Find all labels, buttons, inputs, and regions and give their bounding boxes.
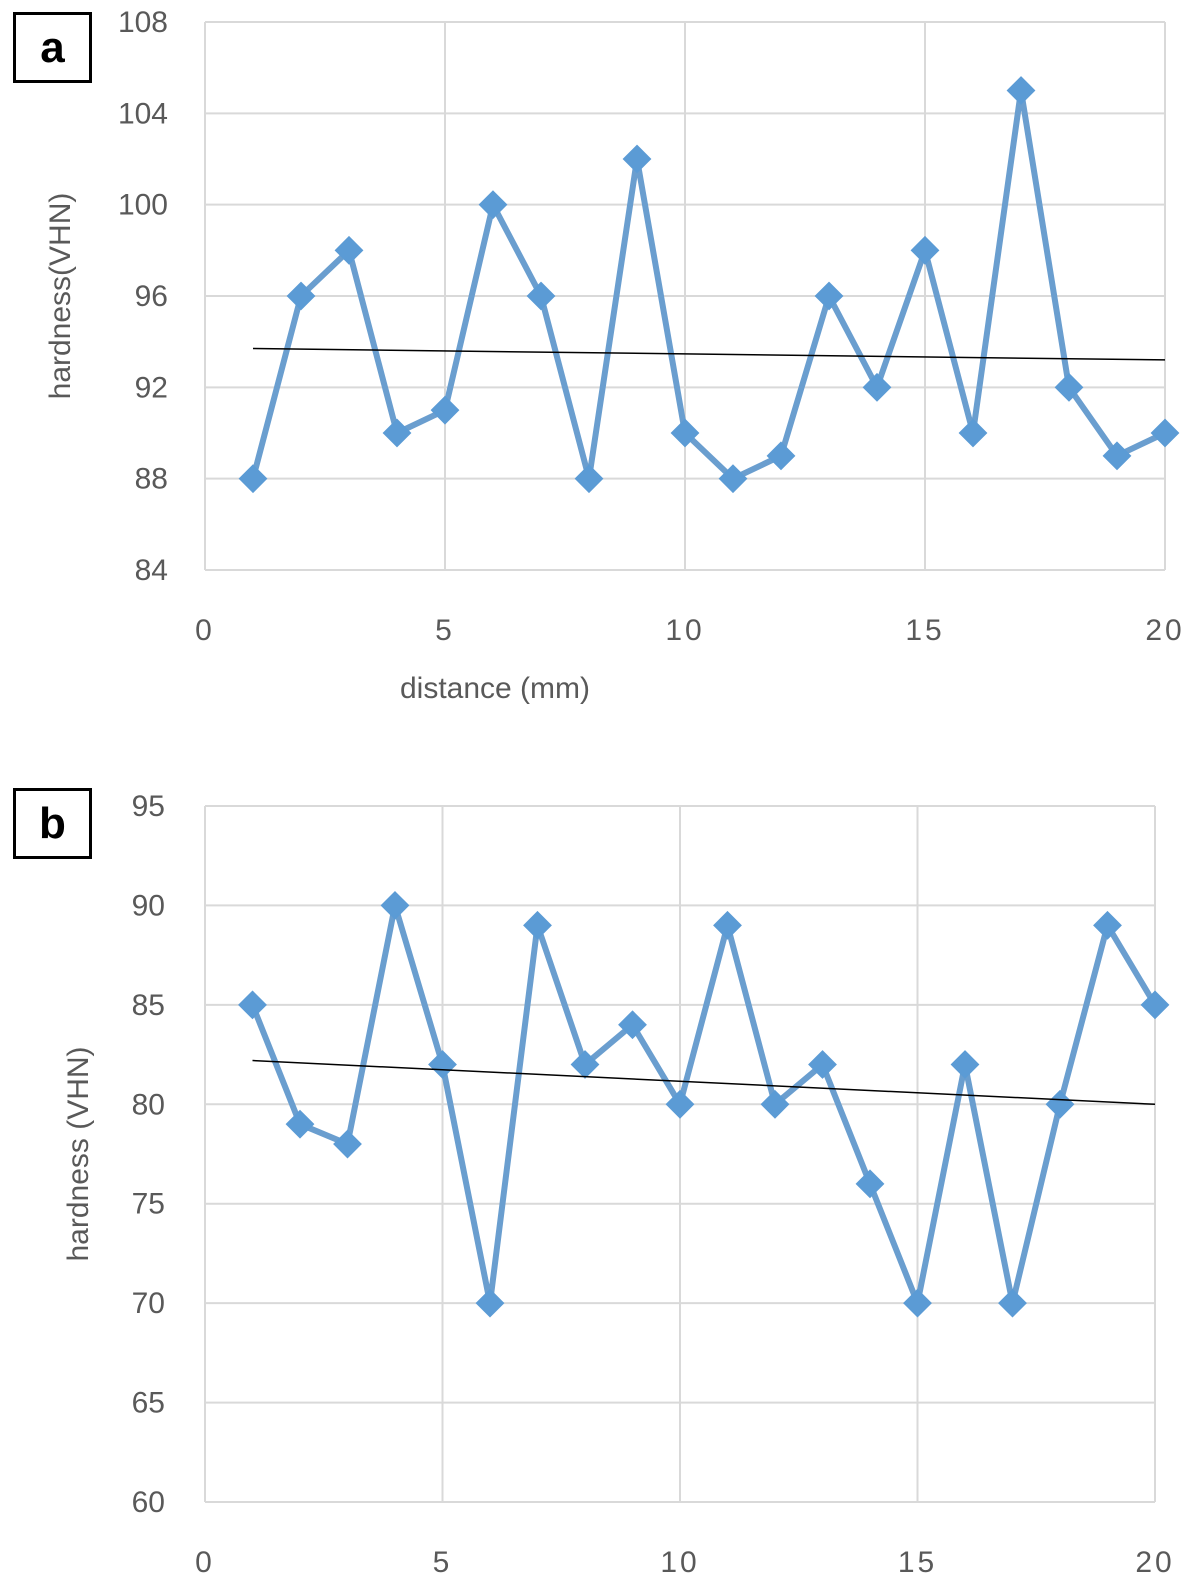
y-tick-label: 90 — [132, 889, 165, 922]
series-line — [250, 87, 1167, 482]
data-point-marker — [526, 281, 556, 311]
trendline — [252, 347, 1166, 361]
data-point-marker — [333, 1129, 362, 1159]
data-point-marker — [618, 1010, 647, 1040]
data-point-marker — [380, 891, 410, 920]
data-point-marker — [478, 190, 508, 220]
chart-b-svg: 606570758085909505101520distance (mm)har… — [62, 790, 1174, 1579]
data-point-marker — [665, 1089, 695, 1119]
trendline — [252, 1059, 1156, 1106]
x-tick-label: 20 — [1145, 614, 1184, 647]
x-tick-label: 20 — [1135, 1546, 1174, 1579]
y-tick-label: 85 — [132, 989, 165, 1022]
data-point-marker — [713, 910, 742, 940]
data-point-marker — [238, 990, 267, 1020]
y-tick-label: 104 — [118, 97, 168, 130]
data-point-marker — [998, 1288, 1027, 1318]
y-tick-label: 80 — [132, 1088, 165, 1121]
x-axis-title: distance (mm) — [400, 672, 590, 705]
data-point-marker — [1045, 1089, 1075, 1119]
data-point-marker — [574, 464, 604, 494]
y-tick-label: 84 — [135, 554, 168, 587]
x-tick-label: 0 — [195, 1546, 215, 1579]
data-point-marker — [814, 281, 844, 311]
y-tick-label: 100 — [118, 189, 168, 222]
y-tick-label: 88 — [135, 463, 168, 496]
y-tick-label: 75 — [132, 1188, 165, 1221]
data-point-marker — [1102, 441, 1132, 471]
data-point-marker — [430, 395, 460, 425]
data-point-marker — [910, 235, 940, 265]
y-axis-title: hardness(VHN) — [44, 193, 77, 400]
data-point-marker — [1093, 910, 1122, 940]
data-point-marker — [570, 1050, 600, 1079]
data-point-marker — [382, 418, 412, 448]
data-point-marker — [622, 144, 652, 174]
x-tick-label: 10 — [660, 1546, 699, 1579]
data-point-marker — [286, 281, 316, 311]
data-point-marker — [950, 1050, 980, 1079]
data-point-marker — [760, 1089, 790, 1119]
data-point-marker — [334, 235, 364, 265]
x-tick-label: 5 — [433, 1546, 453, 1579]
data-point-marker — [1054, 372, 1084, 402]
data-point-marker — [475, 1288, 505, 1318]
data-point-marker — [766, 441, 796, 471]
data-point-marker — [1140, 990, 1170, 1020]
x-tick-label: 15 — [898, 1546, 937, 1579]
data-point-marker — [428, 1050, 457, 1079]
y-tick-label: 65 — [132, 1387, 165, 1420]
chart-a-svg: 84 88 92 96 100 104 108 0 5 10 15 20 distance (mm) ha… — [44, 6, 1184, 705]
data-point-marker — [285, 1109, 315, 1139]
y-tick-label: 95 — [132, 790, 165, 823]
data-point-marker — [903, 1288, 932, 1318]
y-axis-title: hardness (VHN) — [62, 1046, 95, 1261]
data-point-marker — [808, 1050, 837, 1079]
series-line — [249, 902, 1158, 1307]
y-tick-label: 92 — [135, 371, 168, 404]
data-point-marker — [862, 372, 892, 402]
chart-panel-b: 606570758085909505101520distance (mm)har… — [0, 775, 1200, 1579]
x-tick-label: 15 — [905, 614, 944, 647]
data-point-marker — [238, 464, 268, 494]
data-point-marker — [670, 418, 700, 448]
y-tick-label: 60 — [132, 1486, 165, 1519]
gridlines — [204, 21, 1166, 571]
chart-panel-a: 84 88 92 96 100 104 108 0 5 10 15 20 distance (mm) ha… — [0, 0, 1200, 720]
y-tick-label: 96 — [135, 280, 168, 313]
x-tick-label: 5 — [435, 614, 455, 647]
x-tick-label: 10 — [665, 614, 704, 647]
panel-label-a: a — [13, 12, 92, 83]
y-tick-label: 108 — [118, 6, 168, 39]
data-point-marker — [855, 1169, 885, 1199]
data-point-marker — [958, 418, 988, 448]
x-tick-label: 0 — [195, 614, 215, 647]
data-point-marker — [1150, 418, 1180, 448]
panel-label-b: b — [13, 788, 92, 859]
data-point-marker — [718, 464, 748, 494]
data-point-marker — [523, 910, 552, 940]
y-tick-label: 70 — [132, 1287, 165, 1320]
gridlines — [204, 805, 1156, 1503]
data-point-marker — [1006, 76, 1036, 105]
